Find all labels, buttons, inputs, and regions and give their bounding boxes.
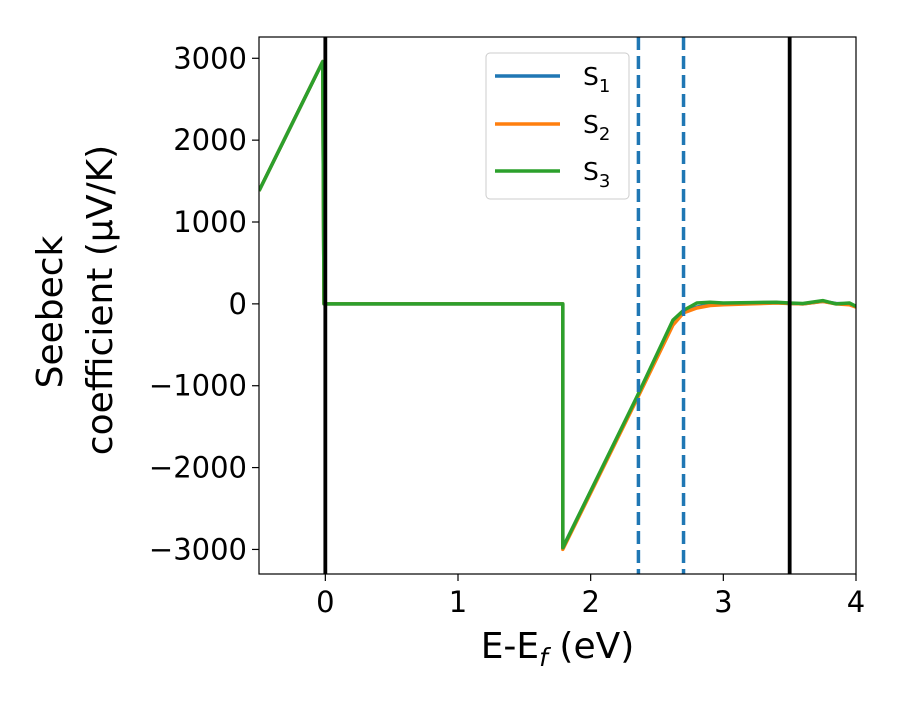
y-tick-label: −3000 [149,532,247,566]
series-line-s3 [259,59,856,550]
legend: S1 S2 S3 [485,52,630,200]
x-tick-label: 1 [449,585,467,619]
x-axis-title: E-Ef (eV) [481,626,635,672]
legend-box [485,52,630,200]
y-axis-title-line1: Seebeck [30,235,71,388]
legend-label-s3: S3 [583,157,610,192]
x-tick-label: 3 [714,585,732,619]
legend-label-s1-subscript: 1 [599,76,610,97]
legend-label-s2-name: S [583,110,599,139]
data-layer [259,59,856,552]
y-axis-title: Seebeck coefficient (μV/K) [30,145,121,455]
legend-label-s3-name: S [583,157,599,186]
legend-label-s2: S2 [583,110,610,145]
x-tick-label: 2 [581,585,599,619]
y-tick-label: 1000 [173,205,247,239]
y-tick-label: −2000 [149,451,247,485]
x-tick-label: 0 [316,585,334,619]
y-tick-label: 3000 [173,41,247,75]
y-tick-label: 0 [229,287,247,321]
x-tick-label: 4 [847,585,865,619]
y-tick-label: 2000 [173,123,247,157]
legend-label-s2-subscript: 2 [599,124,610,145]
reference-lines [323,37,792,574]
axis-ticks: 0 1 2 3 4 −3000 −2000 −1000 0 1000 2000 3000 [149,41,865,619]
legend-label-s3-subscript: 3 [599,171,610,192]
y-axis-title-line2: coefficient (μV/K) [80,145,121,455]
x-axis-title-main: E-E [481,626,539,667]
legend-label-s1: S1 [583,62,610,97]
y-tick-label: −1000 [149,369,247,403]
plot-frame [258,36,857,575]
legend-label-s1-name: S [583,62,599,91]
x-axis-title-unit: (eV) [548,626,634,667]
